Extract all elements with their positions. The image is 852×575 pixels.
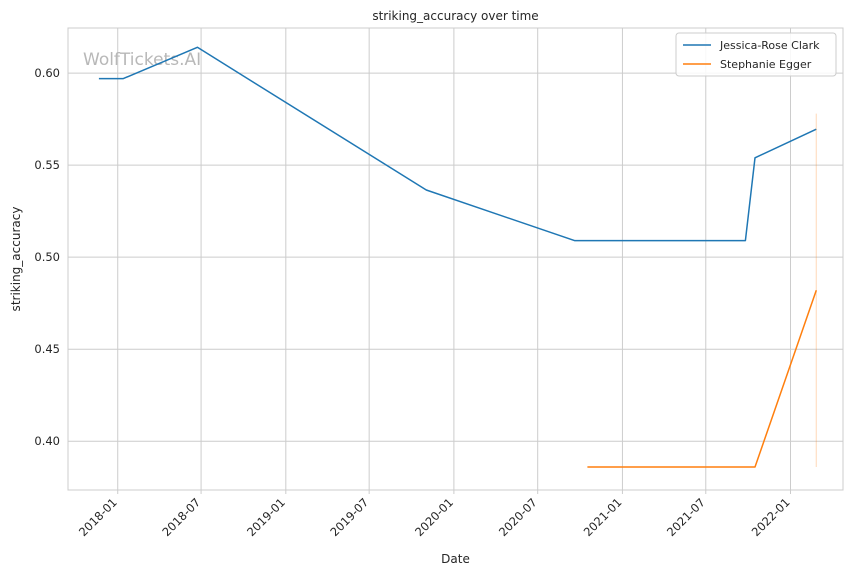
legend-box [675, 32, 837, 77]
x-tick-label: 2022-01 [749, 495, 793, 539]
legend: Jessica-Rose Clark Stephanie Egger [675, 32, 837, 77]
x-tick-label: 2021-07 [664, 495, 708, 539]
series-line-2 [587, 290, 818, 468]
x-axis-ticks: 2018-01 2018-07 2019-01 2019-07 2020-01 2020-… [76, 490, 793, 539]
x-tick-label: 2019-07 [327, 495, 371, 539]
y-tick-label: 0.60 [34, 66, 60, 80]
x-tick-label: 2020-07 [496, 495, 540, 539]
legend-label: Jessica-Rose Clark [719, 39, 820, 52]
legend-label: Stephanie Egger [720, 58, 812, 71]
series-line-1 [98, 46, 817, 242]
y-tick-label: 0.40 [34, 434, 60, 448]
y-tick-label: 0.45 [34, 342, 60, 356]
series-layer [98, 46, 818, 468]
x-axis-label: Date [441, 552, 470, 566]
x-tick-label: 2018-01 [76, 495, 120, 539]
y-tick-label: 0.55 [34, 158, 60, 172]
y-tick-label: 0.50 [34, 250, 60, 264]
x-tick-label: 2018-07 [159, 495, 203, 539]
x-tick-label: 2020-01 [412, 495, 456, 539]
chart-title: striking_accuracy over time [372, 9, 538, 23]
y-axis-label: striking_accuracy [9, 207, 23, 312]
plot-background [68, 28, 843, 490]
y-axis-ticks: 0.40 0.45 0.50 0.55 0.60 [34, 66, 60, 448]
watermark: WolfTickets.AI [83, 50, 201, 70]
x-tick-label: 2021-01 [581, 495, 625, 539]
plot-frame [67, 27, 844, 491]
x-tick-label: 2019-01 [244, 495, 288, 539]
